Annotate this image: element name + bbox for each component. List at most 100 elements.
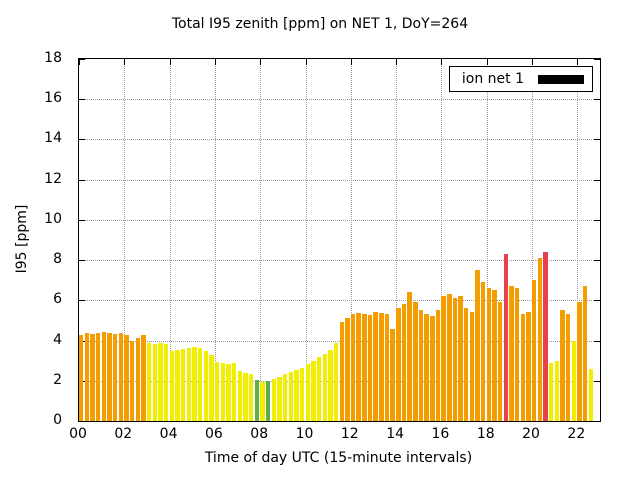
bar	[237, 370, 242, 421]
bar	[441, 296, 446, 421]
x-tick-label: 06	[204, 426, 223, 442]
bar	[356, 313, 361, 421]
bar	[118, 332, 124, 421]
chart-title: Total I95 zenith [ppm] on NET 1, DoY=264	[171, 16, 469, 32]
tick-mark-right	[594, 219, 600, 221]
tick-mark-left	[79, 219, 85, 221]
bar	[532, 280, 537, 421]
bar	[316, 356, 322, 421]
bar	[260, 381, 265, 421]
y-tick-label: 18	[44, 50, 62, 66]
tick-mark-left	[79, 300, 85, 302]
bar	[95, 332, 101, 421]
bar	[566, 314, 571, 421]
bar	[503, 254, 509, 421]
bar	[101, 331, 107, 421]
bar	[515, 288, 520, 421]
bar	[112, 333, 118, 421]
bar	[141, 334, 146, 421]
bar	[146, 342, 152, 421]
bar	[203, 350, 208, 421]
gridline-v	[260, 59, 262, 421]
bar	[577, 302, 582, 421]
gridline-h	[79, 219, 600, 221]
bar	[424, 314, 429, 421]
bar	[583, 286, 588, 421]
y-tick-label: 16	[44, 90, 62, 107]
tick-mark-right	[594, 340, 600, 342]
bar	[135, 337, 141, 421]
bar	[396, 308, 401, 421]
bar	[90, 333, 95, 421]
bar	[322, 353, 327, 421]
bar	[475, 270, 480, 421]
bar	[339, 322, 344, 421]
bars-layer	[79, 59, 600, 421]
tick-mark-right	[594, 179, 600, 181]
x-tick-label: 02	[114, 426, 133, 442]
y-tick-label: 4	[53, 331, 62, 348]
bar	[169, 350, 174, 421]
tick-mark-top	[441, 59, 443, 65]
bar	[537, 258, 543, 421]
bar	[520, 314, 526, 421]
bar	[231, 362, 237, 421]
legend-swatch	[538, 74, 584, 84]
bar	[418, 310, 424, 421]
plot-area: ion net 1	[78, 58, 601, 422]
legend: ion net 1	[448, 66, 593, 92]
bar	[554, 360, 560, 421]
x-tick-label: 12	[340, 426, 359, 442]
bar	[401, 304, 407, 421]
legend-label: ion net 1	[461, 71, 524, 87]
y-tick-label: 10	[44, 210, 62, 227]
gridline-v	[124, 59, 126, 421]
tick-mark-top	[486, 59, 488, 65]
bar	[271, 378, 276, 421]
bar	[430, 316, 435, 421]
gridline-v	[577, 59, 579, 421]
tick-mark-left	[79, 99, 85, 101]
tick-mark-left	[79, 421, 85, 422]
bar	[509, 286, 514, 421]
tick-mark-right	[594, 139, 600, 141]
bar	[492, 290, 497, 421]
bar	[220, 362, 225, 421]
bar	[447, 294, 452, 421]
bar	[549, 362, 554, 421]
bar	[282, 373, 288, 421]
y-tick-label: 0	[53, 412, 62, 428]
tick-mark-top	[79, 59, 80, 65]
bar	[367, 315, 373, 421]
bar	[124, 334, 129, 421]
x-tick-label: 22	[567, 426, 586, 442]
tick-mark-right	[594, 300, 600, 302]
bar	[413, 302, 418, 421]
x-tick-label: 00	[69, 426, 87, 442]
bar	[333, 342, 339, 421]
y-tick-labels: 0 2 4 6 8 10 12 14 16 18	[0, 50, 70, 428]
tick-mark-top	[124, 59, 126, 65]
bar	[350, 314, 356, 421]
bar	[345, 318, 350, 421]
tick-mark-left	[79, 59, 85, 60]
gridline-v	[214, 59, 216, 421]
bar	[248, 373, 254, 421]
bar	[158, 342, 163, 421]
bar	[407, 292, 412, 421]
gridline-h	[79, 300, 600, 302]
tick-mark-top	[350, 59, 352, 65]
bar	[452, 298, 458, 421]
bar	[192, 346, 197, 421]
y-tick-label: 14	[44, 130, 62, 147]
bar	[384, 314, 390, 421]
tick-mark-top	[396, 59, 398, 65]
bar	[435, 310, 441, 421]
bar	[226, 363, 231, 421]
y-tick-label: 8	[53, 251, 62, 268]
bar	[254, 379, 259, 421]
gridline-h	[79, 99, 600, 101]
bar	[571, 340, 577, 421]
bar	[299, 367, 305, 421]
bar	[214, 361, 220, 421]
